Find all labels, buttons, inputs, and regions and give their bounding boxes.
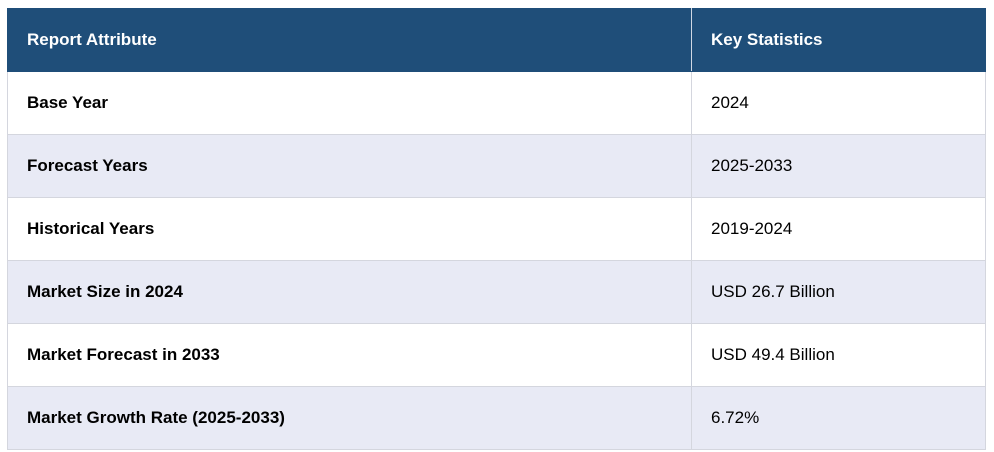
table-row: Market Size in 2024 USD 26.7 Billion [7,260,986,324]
row-value-cell: USD 26.7 Billion [691,260,986,324]
table-row: Historical Years 2019-2024 [7,197,986,261]
table-row: Base Year 2024 [7,71,986,135]
report-table-container: Report Attribute Key Statistics Base Yea… [7,8,986,450]
row-value-cell: 6.72% [691,386,986,450]
table-row: Market Growth Rate (2025-2033) 6.72% [7,386,986,450]
table-header-row: Report Attribute Key Statistics [7,8,986,72]
row-attribute-cell: Base Year [7,71,692,135]
row-attribute-cell: Market Forecast in 2033 [7,323,692,387]
row-value-cell: 2025-2033 [691,134,986,198]
row-attribute-cell: Historical Years [7,197,692,261]
table-row: Market Forecast in 2033 USD 49.4 Billion [7,323,986,387]
column-header-key-statistics: Key Statistics [691,8,986,72]
table-row: Forecast Years 2025-2033 [7,134,986,198]
row-value-cell: USD 49.4 Billion [691,323,986,387]
row-attribute-cell: Market Growth Rate (2025-2033) [7,386,692,450]
column-header-report-attribute: Report Attribute [7,8,692,72]
row-attribute-cell: Forecast Years [7,134,692,198]
row-value-cell: 2024 [691,71,986,135]
row-value-cell: 2019-2024 [691,197,986,261]
row-attribute-cell: Market Size in 2024 [7,260,692,324]
report-attributes-table: Report Attribute Key Statistics Base Yea… [7,8,986,450]
